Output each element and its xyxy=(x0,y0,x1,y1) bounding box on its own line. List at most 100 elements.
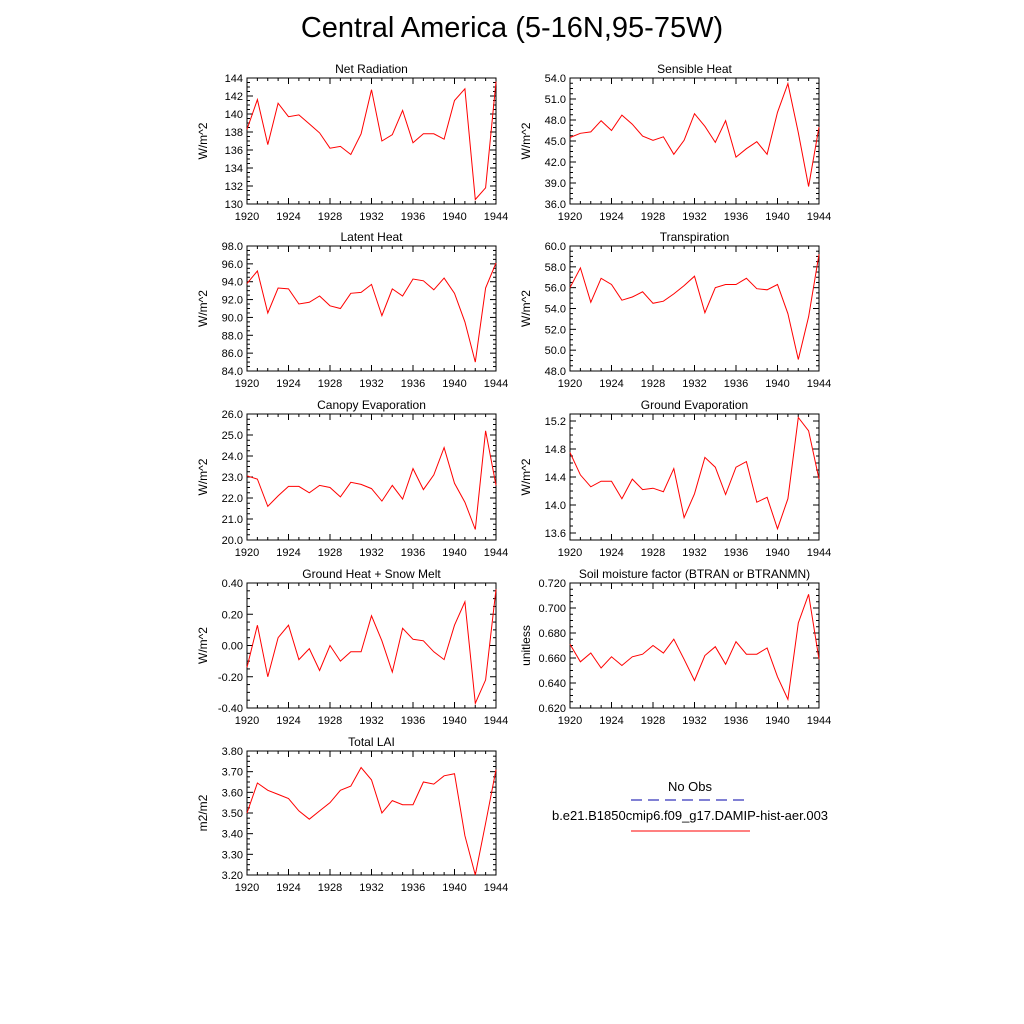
x-tick-label: 1928 xyxy=(318,715,342,727)
x-tick-label: 1944 xyxy=(484,715,508,727)
x-tick-label: 1920 xyxy=(558,378,582,390)
x-tick-label: 1920 xyxy=(235,547,259,559)
y-tick-label: 54.0 xyxy=(545,304,566,316)
y-tick-label: 0.40 xyxy=(222,578,243,590)
panel-title: Ground Heat + Snow Melt xyxy=(302,567,441,581)
series-line xyxy=(569,594,820,702)
y-tick-label: 134 xyxy=(225,163,243,175)
y-tick-label: 0.20 xyxy=(222,609,243,621)
y-tick-label: 3.20 xyxy=(222,870,243,882)
y-tick-label: 54.0 xyxy=(545,73,566,85)
y-tick-label: 39.0 xyxy=(545,178,566,190)
plot-frame xyxy=(569,77,820,205)
x-tick-label: 1932 xyxy=(682,211,706,223)
panel-title: Transpiration xyxy=(660,230,730,244)
chart-panels: 1920 1924 1928 1932 1936 1940 1944 130 132 134 136… xyxy=(196,62,831,894)
x-tick-label: 1924 xyxy=(599,378,623,390)
y-tick-label: 48.0 xyxy=(545,366,566,378)
y-tick-label: 94.0 xyxy=(222,277,243,289)
x-tick-label: 1932 xyxy=(359,882,383,894)
x-tick-label: 1928 xyxy=(318,211,342,223)
y-tick-label: 24.0 xyxy=(222,451,243,463)
x-tick-label: 1940 xyxy=(442,378,466,390)
y-tick-label: 21.0 xyxy=(222,514,243,526)
panel-title: Canopy Evaporation xyxy=(317,398,426,412)
x-tick-label: 1936 xyxy=(724,547,748,559)
y-tick-label: 140 xyxy=(225,109,243,121)
x-tick-label: 1932 xyxy=(682,547,706,559)
panel-title: Net Radiation xyxy=(335,62,408,76)
y-tick-label: 96.0 xyxy=(222,259,243,271)
x-tick-label: 1924 xyxy=(276,211,300,223)
plot-frame xyxy=(246,413,497,541)
y-tick-label: 0.00 xyxy=(222,641,243,653)
y-tick-label: 13.6 xyxy=(545,528,566,540)
y-tick-label: 132 xyxy=(225,181,243,193)
x-tick-label: 1928 xyxy=(641,378,665,390)
x-tick-label: 1944 xyxy=(807,547,831,559)
series-line xyxy=(246,262,497,363)
plot-frame xyxy=(246,750,497,876)
y-tick-label: 15.2 xyxy=(545,416,566,428)
x-tick-label: 1932 xyxy=(359,547,383,559)
y-tick-label: 0.680 xyxy=(538,628,566,640)
y-tick-label: 14.0 xyxy=(545,500,566,512)
x-tick-label: 1936 xyxy=(401,882,425,894)
x-tick-label: 1920 xyxy=(235,715,259,727)
x-tick-label: 1928 xyxy=(641,211,665,223)
x-tick-label: 1932 xyxy=(359,211,383,223)
y-tick-label: 3.50 xyxy=(222,808,243,820)
x-tick-label: 1928 xyxy=(318,882,342,894)
y-tick-label: 45.0 xyxy=(545,136,566,148)
series-line xyxy=(569,254,820,360)
y-tick-label: 3.80 xyxy=(222,746,243,758)
y-tick-label: 22.0 xyxy=(222,493,243,505)
y-tick-label: 60.0 xyxy=(545,241,566,253)
y-tick-label: 3.30 xyxy=(222,849,243,861)
y-tick-label: 86.0 xyxy=(222,348,243,360)
x-tick-label: 1936 xyxy=(724,211,748,223)
plot-frame xyxy=(569,582,820,709)
chart-panel-8: 1920 1924 1928 1932 1936 1940 1944 0.620 0.640 0.… xyxy=(519,567,831,727)
y-axis-label: W/m^2 xyxy=(196,290,210,327)
legend-model-label: b.e21.B1850cmip6.f09_g17.DAMIP-hist-aer.… xyxy=(551,808,829,823)
x-tick-label: 1924 xyxy=(276,882,300,894)
plot-frame xyxy=(246,245,497,372)
chart-panel-5: 1920 1924 1928 1932 1936 1940 1944 20.0 21.0 22.0… xyxy=(196,398,508,559)
x-tick-label: 1940 xyxy=(765,211,789,223)
x-tick-label: 1924 xyxy=(599,715,623,727)
x-tick-label: 1928 xyxy=(318,378,342,390)
x-tick-label: 1944 xyxy=(484,378,508,390)
legend xyxy=(631,799,750,832)
x-tick-label: 1920 xyxy=(235,378,259,390)
y-axis-label: unitless xyxy=(519,625,533,666)
y-tick-label: 14.4 xyxy=(545,472,566,484)
x-tick-label: 1924 xyxy=(276,378,300,390)
y-tick-label: 25.0 xyxy=(222,430,243,442)
x-tick-label: 1932 xyxy=(682,378,706,390)
series-line xyxy=(569,81,820,187)
y-tick-label: 26.0 xyxy=(222,409,243,421)
y-tick-label: 42.0 xyxy=(545,157,566,169)
x-tick-label: 1936 xyxy=(401,211,425,223)
panel-title: Soil moisture factor (BTRAN or BTRANMN) xyxy=(579,567,810,581)
x-tick-label: 1920 xyxy=(235,882,259,894)
y-tick-label: 0.620 xyxy=(538,703,566,715)
x-tick-label: 1920 xyxy=(558,547,582,559)
x-tick-label: 1932 xyxy=(359,378,383,390)
series-line xyxy=(246,766,497,876)
y-tick-label: 23.0 xyxy=(222,472,243,484)
x-tick-label: 1940 xyxy=(765,547,789,559)
x-tick-label: 1920 xyxy=(235,211,259,223)
y-tick-label: 52.0 xyxy=(545,324,566,336)
page-title: Central America (5-16N,95-75W) xyxy=(300,12,724,44)
x-tick-label: 1944 xyxy=(807,378,831,390)
y-tick-label: 0.660 xyxy=(538,653,566,665)
plot-frame xyxy=(569,413,820,541)
series-line xyxy=(246,589,497,706)
x-tick-label: 1932 xyxy=(682,715,706,727)
chart-panel-2: 1920 1924 1928 1932 1936 1940 1944 36.0 39.0 42.0… xyxy=(519,62,831,223)
y-tick-label: 36.0 xyxy=(545,199,566,211)
chart-panel-1: 1920 1924 1928 1932 1936 1940 1944 130 132 134 136… xyxy=(196,62,508,223)
y-axis-label: W/m^2 xyxy=(196,122,210,159)
